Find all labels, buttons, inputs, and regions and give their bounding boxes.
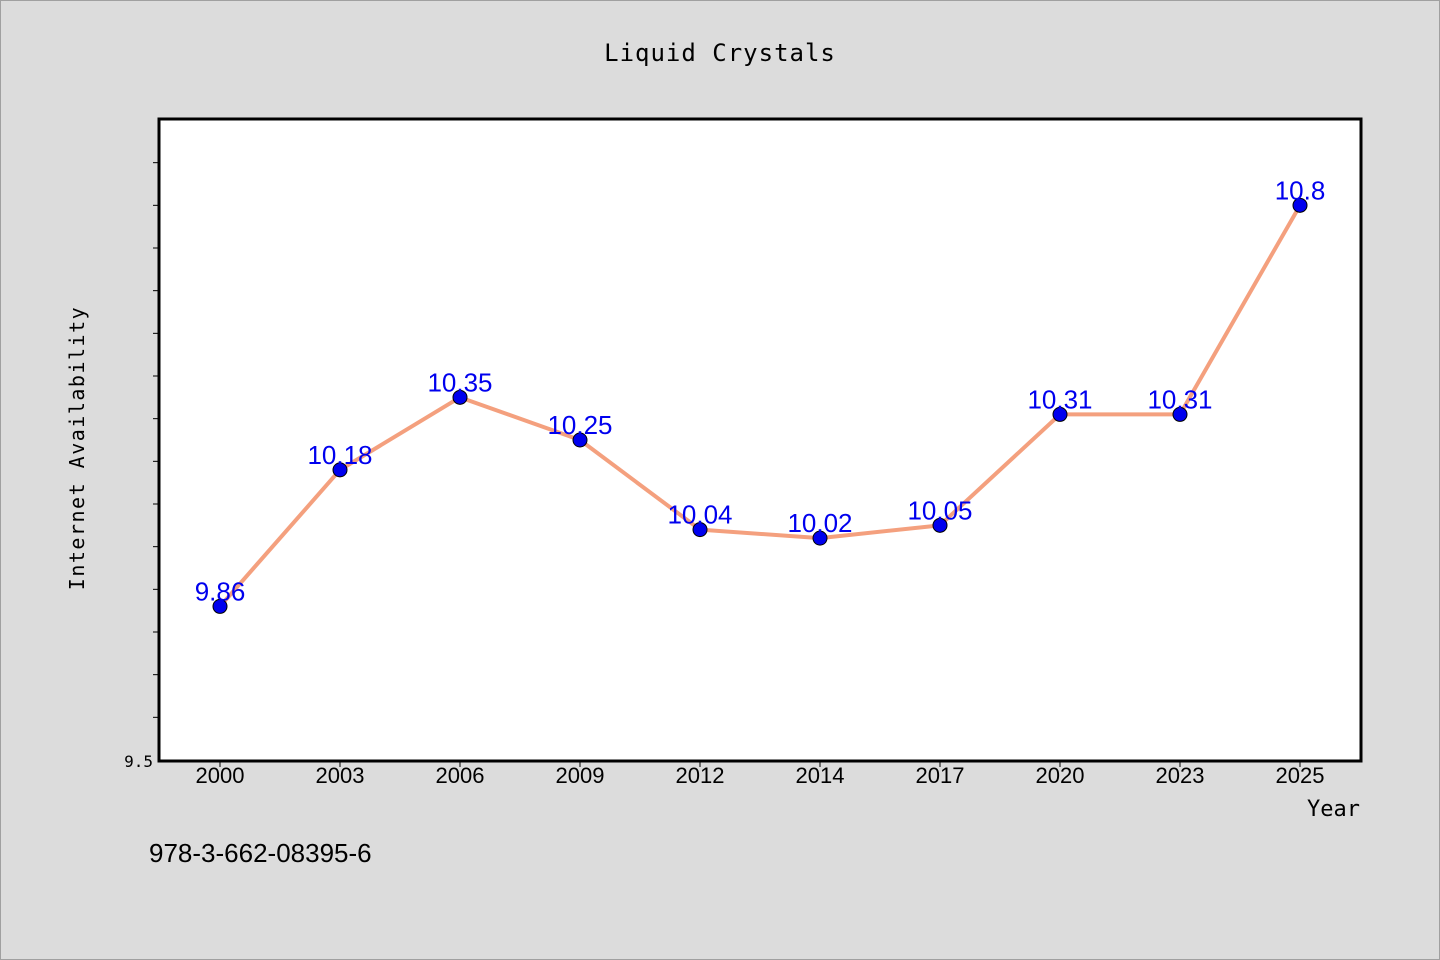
data-label: 10.18 xyxy=(307,440,372,470)
series-line xyxy=(218,204,1302,608)
plot-area xyxy=(157,117,1363,763)
data-point-marker xyxy=(572,432,588,448)
data-label: 10.35 xyxy=(427,367,492,397)
data-label: 10.05 xyxy=(907,495,972,525)
x-axis-label: Year xyxy=(1307,797,1360,822)
data-point-marker xyxy=(932,517,948,533)
y-tick-label: 9.5 xyxy=(124,752,153,771)
x-tick-label: 2017 xyxy=(916,763,965,788)
data-label: 9.86 xyxy=(195,576,246,606)
y-axis-ticks xyxy=(153,162,159,718)
data-point-marker xyxy=(1172,406,1188,422)
y-axis-label: Internet Availability xyxy=(65,306,89,590)
data-label: 10.04 xyxy=(667,500,732,530)
x-tick-label: 2025 xyxy=(1276,763,1325,788)
data-point-marker xyxy=(692,522,708,538)
x-tick-label: 2000 xyxy=(196,763,245,788)
data-point-marker xyxy=(812,530,828,546)
data-label: 10.02 xyxy=(787,508,852,538)
x-tick-label: 2003 xyxy=(316,763,365,788)
data-point-marker xyxy=(1292,197,1308,213)
data-label: 10.31 xyxy=(1147,384,1212,414)
chart-title: Liquid Crystals xyxy=(604,39,836,67)
x-tick-label: 2012 xyxy=(676,763,725,788)
x-axis-ticks: 2000 2003 2006 2009 2012 2014 2017 2020 2023 2025 xyxy=(196,761,1325,788)
data-label: 10.31 xyxy=(1027,384,1092,414)
data-point-marker xyxy=(332,462,348,478)
x-tick-label: 2009 xyxy=(556,763,605,788)
x-tick-label: 2023 xyxy=(1156,763,1205,788)
data-point-marker xyxy=(452,389,468,405)
series-group: 9.86 10.18 10.35 10.25 10.04 10.02 10.05 10.31 1… xyxy=(195,175,1326,614)
x-tick-label: 2020 xyxy=(1036,763,1085,788)
x-tick-label: 2014 xyxy=(796,763,845,788)
data-point-marker xyxy=(212,598,228,614)
data-label: 10.8 xyxy=(1275,175,1326,205)
x-tick-label: 2006 xyxy=(436,763,485,788)
data-label: 10.25 xyxy=(547,410,612,440)
data-point-marker xyxy=(1052,406,1068,422)
footer-isbn: 978-3-662-08395-6 xyxy=(149,838,372,868)
